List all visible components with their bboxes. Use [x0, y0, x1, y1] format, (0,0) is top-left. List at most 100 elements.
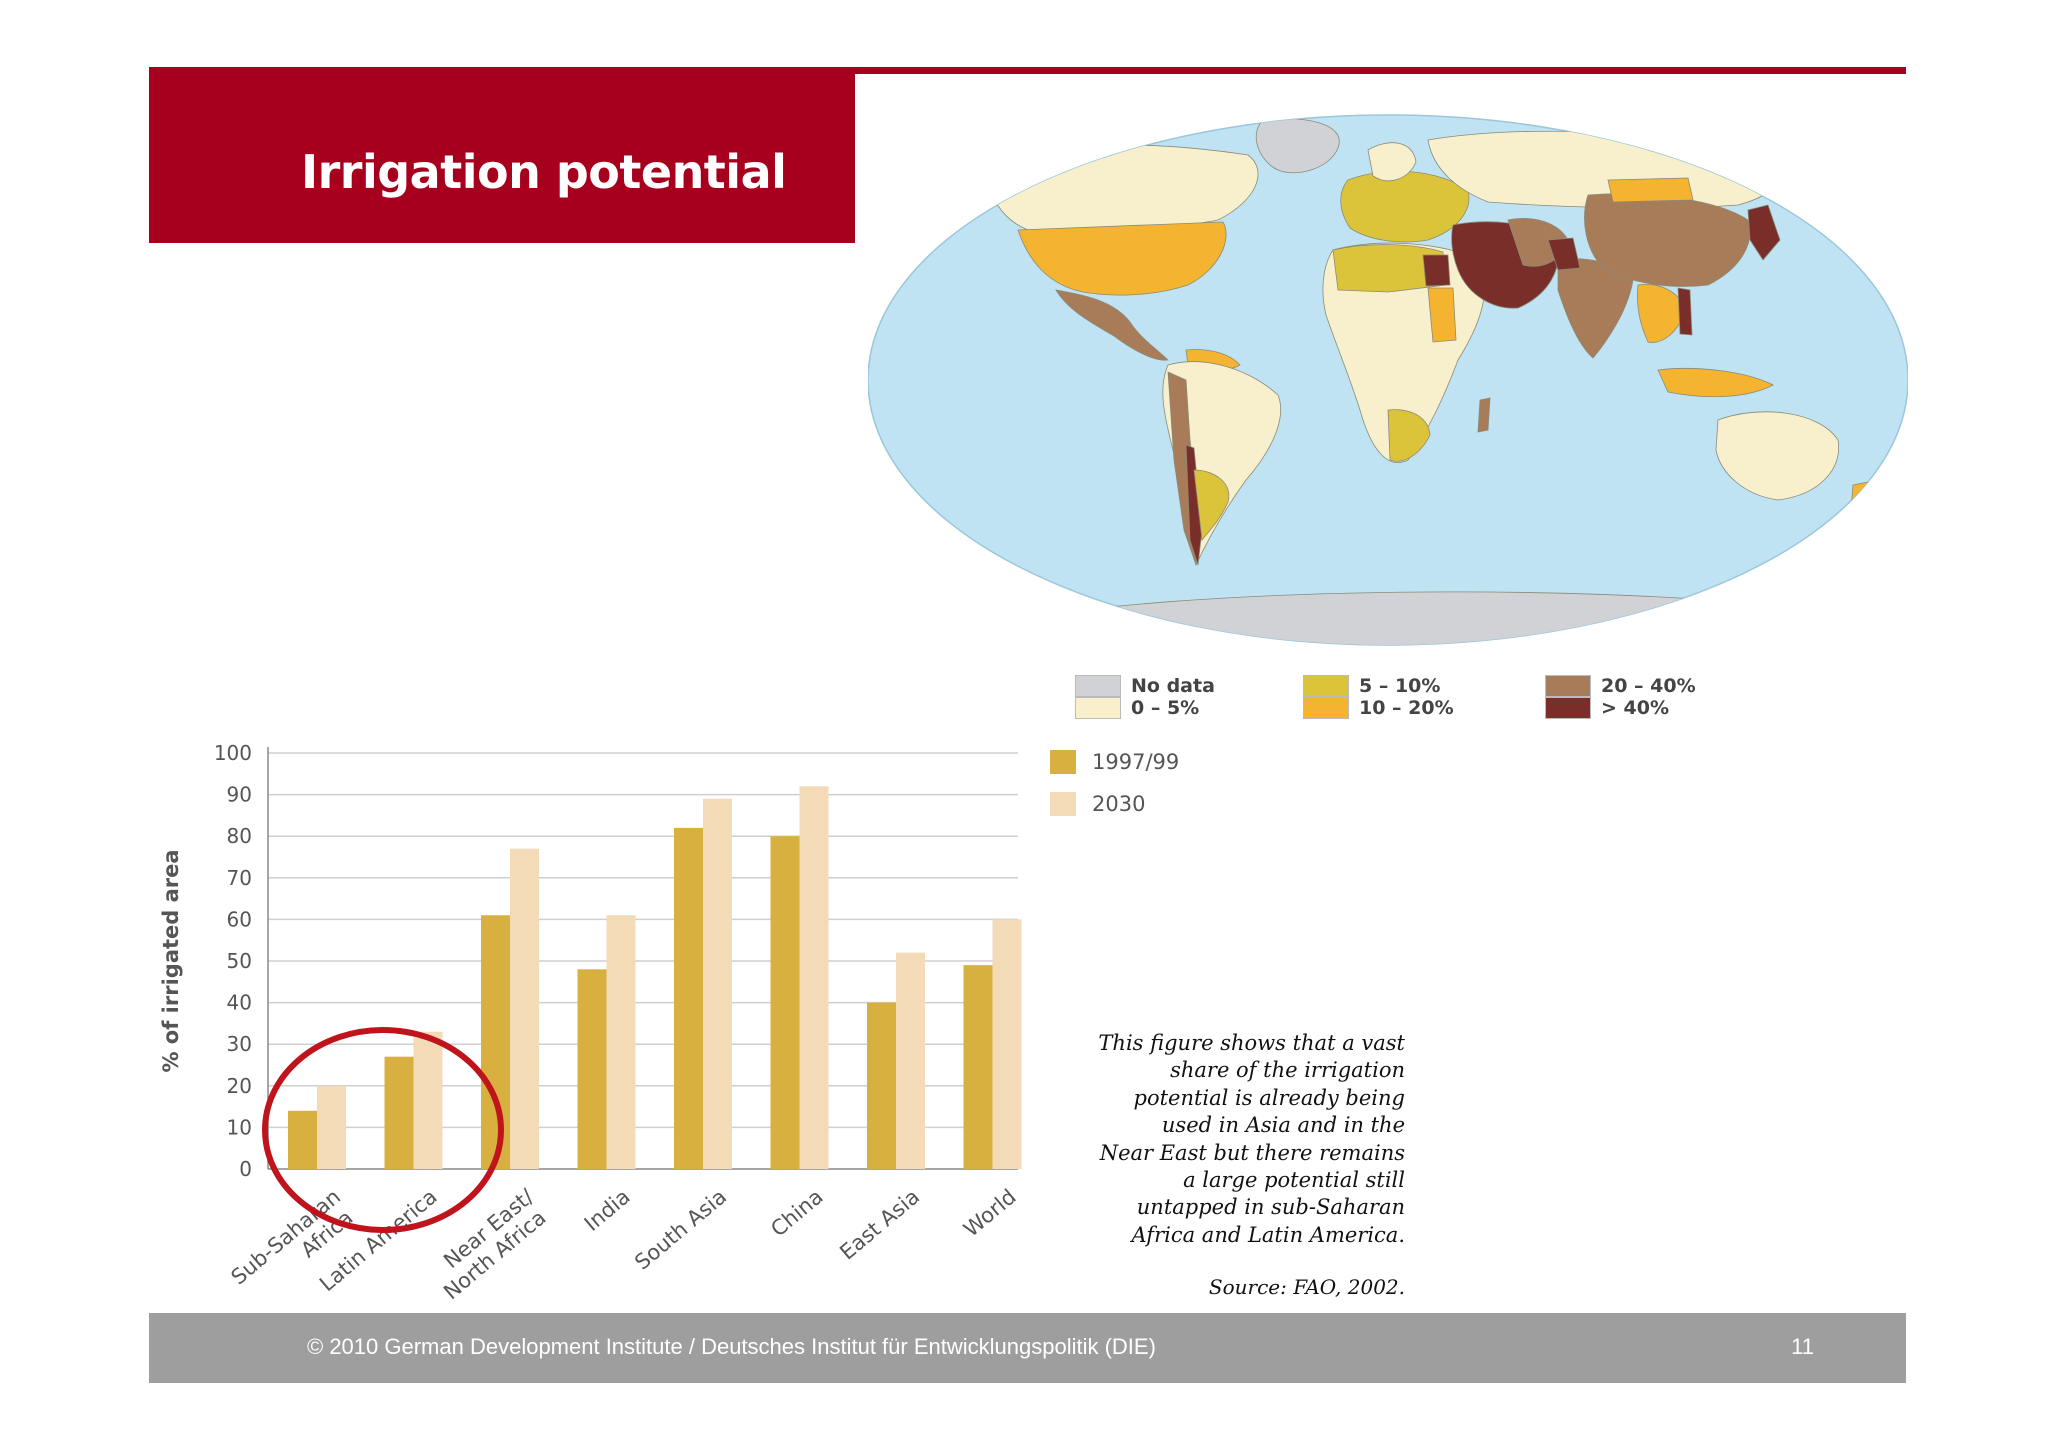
source-text: Source: FAO, 2002. [1208, 1275, 1405, 1299]
map-se-asia [1637, 283, 1687, 343]
map-legend-label: 5 – 10% [1359, 675, 1441, 697]
map-legend-swatch [1303, 675, 1349, 697]
x-tick-label: East Asia [835, 1184, 924, 1264]
bar-series-1 [770, 836, 800, 1169]
map-mexico [1055, 289, 1169, 361]
map-legend-item: 10 – 20% [1303, 697, 1454, 719]
map-legend-item: 5 – 10% [1303, 675, 1440, 697]
map-egypt [1422, 254, 1451, 287]
bar-series-1 [288, 1110, 317, 1169]
annotation-line: Africa and Latin America. [1131, 1222, 1405, 1247]
y-tick-label: 0 [239, 1157, 252, 1181]
map-legend-item: No data [1075, 675, 1215, 697]
bar-series-1 [963, 965, 993, 1169]
annotation-line: Near East but there remains [1099, 1140, 1405, 1165]
y-axis-label: % of irrigated area [159, 849, 183, 1072]
map-chile [1185, 444, 1203, 566]
map-greenland [1255, 118, 1340, 174]
map-north-africa [1332, 244, 1447, 293]
map-legend-swatch [1075, 675, 1121, 697]
bar-series-1 [481, 915, 510, 1169]
chart-legend-swatch-2030 [1050, 792, 1076, 816]
title-band: Irrigation potential [149, 67, 855, 243]
map-sudan [1427, 287, 1457, 343]
y-tick-label: 90 [227, 783, 252, 807]
map-legend-item: > 40% [1545, 697, 1669, 719]
map-usa [1017, 221, 1227, 296]
chart-legend-label: 2030 [1092, 792, 1146, 816]
annotation-line: untapped in sub-Saharan [1136, 1195, 1405, 1220]
bar-series-1 [384, 1056, 414, 1169]
map-legend-label: > 40% [1601, 697, 1670, 719]
map-legend-swatch [1545, 675, 1591, 697]
map-pakistan [1547, 237, 1581, 271]
y-tick-label: 10 [227, 1115, 252, 1139]
x-tick-label: China [766, 1184, 827, 1241]
y-tick-label: 50 [227, 949, 252, 973]
map-legend-swatch [1303, 697, 1349, 719]
annotation-line: potential is already being [1133, 1085, 1405, 1110]
y-tick-label: 60 [227, 907, 252, 931]
x-tick-label: World [959, 1184, 1021, 1241]
bar-series-2 [992, 919, 1022, 1169]
chart-legend-item: 1997/99 [1050, 748, 1179, 776]
map-legend-item: 0 – 5% [1075, 697, 1199, 719]
map-legend-label: 20 – 40% [1601, 675, 1696, 697]
map-new-zealand [1849, 481, 1869, 523]
map-legend-label: 0 – 5% [1131, 697, 1200, 719]
map-australia [1715, 411, 1840, 501]
map-legend-label: 10 – 20% [1359, 697, 1454, 719]
map-alaska [939, 160, 994, 204]
page-number: 11 [1791, 1334, 1814, 1359]
map-scandinavia [1367, 142, 1417, 182]
bar-series-2 [606, 915, 636, 1169]
top-rule [149, 67, 1906, 74]
map-legend: No data 0 – 5% 5 – 10% 10 – 20% 20 – 40%… [1075, 675, 1735, 725]
slide-title: Irrigation potential [301, 145, 787, 199]
bar-series-2 [703, 798, 732, 1169]
chart-legend-label: 1997/99 [1092, 750, 1180, 774]
x-tick-label: India [580, 1184, 635, 1236]
map-legend-label: No data [1131, 675, 1215, 697]
map-europe [1340, 170, 1470, 243]
bar-series-2 [413, 1031, 443, 1169]
footer-copyright: © 2010 German Development Institute / De… [307, 1334, 1156, 1359]
bar-series-1 [577, 969, 607, 1169]
highlight-circle [262, 1027, 504, 1233]
irrigation-bar-chart: 0 10 20 30 40 50 60 70 80 90 100 % of irrigated are… [159, 741, 1022, 1304]
map-indonesia [1657, 368, 1774, 398]
annotation-line: a large potential still [1183, 1168, 1405, 1193]
footer-bar: © 2010 German Development Institute / De… [149, 1313, 1906, 1383]
bar-series-1 [674, 827, 703, 1169]
bar-series-2 [510, 848, 539, 1169]
world-irrigation-map [868, 114, 1908, 646]
y-tick-label: 70 [227, 866, 252, 890]
bar-series-2 [317, 1085, 346, 1169]
annotation-line: share of the irrigation [1170, 1058, 1405, 1083]
chart-legend: 1997/99 2030 [1050, 748, 1179, 818]
map-argentina [1193, 469, 1230, 542]
annotation-line: used in Asia and in the [1161, 1113, 1405, 1138]
map-vietnam [1677, 287, 1693, 336]
bar-series-2 [799, 786, 829, 1169]
map-korea-japan [1747, 204, 1781, 261]
x-tick-label: South Asia [630, 1184, 731, 1274]
map-madagascar [1477, 397, 1491, 433]
y-tick-label: 20 [227, 1074, 252, 1098]
chart-legend-swatch-1997 [1050, 750, 1076, 774]
map-legend-swatch [1545, 697, 1591, 719]
map-legend-swatch [1075, 697, 1121, 719]
bar-series-1 [867, 1002, 896, 1169]
map-southern-africa [1387, 409, 1431, 462]
annotation-line: This figure shows that a vast [1098, 1031, 1405, 1055]
y-tick-label: 40 [227, 991, 252, 1015]
highlight-ellipse [262, 1027, 504, 1233]
y-tick-label: 100 [214, 741, 252, 765]
annotation-text: This figure shows that a vast share of t… [1030, 1030, 1405, 1249]
map-mongolia [1607, 177, 1694, 203]
y-tick-label: 80 [227, 824, 252, 848]
map-legend-item: 20 – 40% [1545, 675, 1696, 697]
chart-legend-item: 2030 [1050, 790, 1179, 818]
y-tick-label: 30 [227, 1032, 252, 1056]
map-china [1584, 193, 1751, 287]
